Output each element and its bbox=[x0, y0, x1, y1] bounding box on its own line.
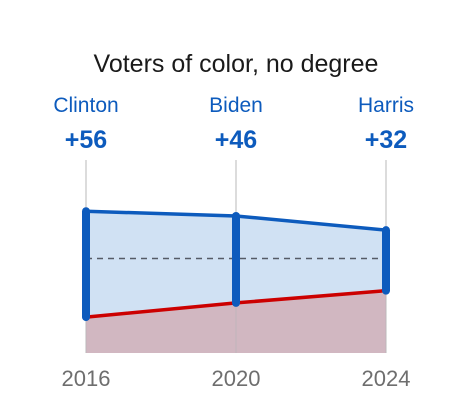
candidate-label-2024: Harris bbox=[358, 94, 414, 117]
candidate-label-2016: Clinton bbox=[53, 94, 118, 117]
x-tick-2020: 2020 bbox=[212, 366, 261, 391]
chart-title: Voters of color, no degree bbox=[94, 50, 379, 78]
margin-label-2016: +56 bbox=[65, 126, 107, 154]
margin-label-2020: +46 bbox=[215, 126, 257, 154]
margin-label-2024: +32 bbox=[365, 126, 407, 154]
x-tick-2016: 2016 bbox=[62, 366, 111, 391]
plot-area: Clinton +56 Biden +46 Harris +32 2016 2020 2024 bbox=[53, 94, 414, 391]
x-tick-2024: 2024 bbox=[362, 366, 411, 391]
candidate-label-2020: Biden bbox=[209, 94, 263, 117]
